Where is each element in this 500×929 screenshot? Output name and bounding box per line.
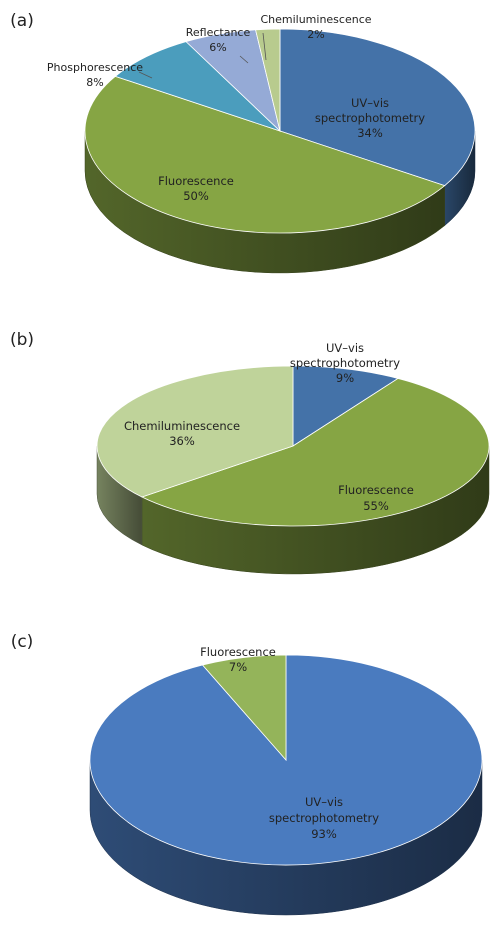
pie-slice-fluorescence <box>140 378 490 527</box>
slice-category-label: spectrophotometry <box>269 811 379 825</box>
leader-line-phosphorescence <box>138 71 153 79</box>
data-label-reflectance: Reflectance 6% <box>186 26 251 54</box>
panel-label: (c) <box>11 632 34 652</box>
slice-category-label: Reflectance <box>186 26 251 39</box>
slice-value-label: 7% <box>229 660 247 674</box>
data-label-fluorescence: Fluorescence 55% <box>338 483 414 513</box>
pie-slice-chemiluminescence <box>96 365 294 498</box>
slice-value-label: 50% <box>183 189 209 203</box>
slice-category-label: Phosphorescence <box>47 61 143 74</box>
pie-slice-uv-vis-spectrophotometry <box>279 28 476 187</box>
pie-slice-chemiluminescence <box>255 28 281 132</box>
slice-value-label: 8% <box>86 76 103 89</box>
pie-chart-c: (c) UV–vis spectrophotometry 93% Fluorescenc… <box>11 632 483 916</box>
pie-slice-uv-vis-spectrophotometry <box>292 365 400 447</box>
panel-label: (a) <box>10 11 34 31</box>
slice-value-label: 9% <box>336 371 354 385</box>
data-label-uv-vis-spectrophotometry: UV–vis spectrophotometry 93% <box>269 795 379 841</box>
slice-value-label: 6% <box>209 41 226 54</box>
leader-line-chemiluminescence <box>262 32 267 61</box>
slice-category-label: Fluorescence <box>200 645 276 659</box>
slice-category-label: UV–vis <box>351 96 389 110</box>
slice-value-label: 93% <box>311 827 337 841</box>
slice-category-label: UV–vis <box>305 795 343 809</box>
pie-slice-fluorescence <box>201 654 287 762</box>
slice-category-label: spectrophotometry <box>290 356 400 370</box>
panel-label: (b) <box>10 330 34 350</box>
leader-line-reflectance <box>239 55 249 64</box>
slice-value-label: 55% <box>363 499 389 513</box>
slice-value-label: 2% <box>307 28 324 41</box>
data-label-phosphorescence: Phosphorescence 8% <box>47 61 143 89</box>
slice-category-label: Chemiluminescence <box>124 419 240 433</box>
data-label-chemiluminescence: Chemiluminescence 2% <box>260 13 371 41</box>
pie-slice-phosphorescence <box>114 41 281 132</box>
slice-value-label: 36% <box>169 434 195 448</box>
slice-category-label: spectrophotometry <box>315 111 425 125</box>
pie-slice-fluorescence <box>84 75 446 234</box>
slice-category-label: UV–vis <box>326 341 364 355</box>
slice-category-label: Fluorescence <box>158 174 234 188</box>
slice-value-label: 34% <box>357 126 383 140</box>
slice-category-label: Chemiluminescence <box>260 13 371 26</box>
slice-category-label: Fluorescence <box>338 483 414 497</box>
